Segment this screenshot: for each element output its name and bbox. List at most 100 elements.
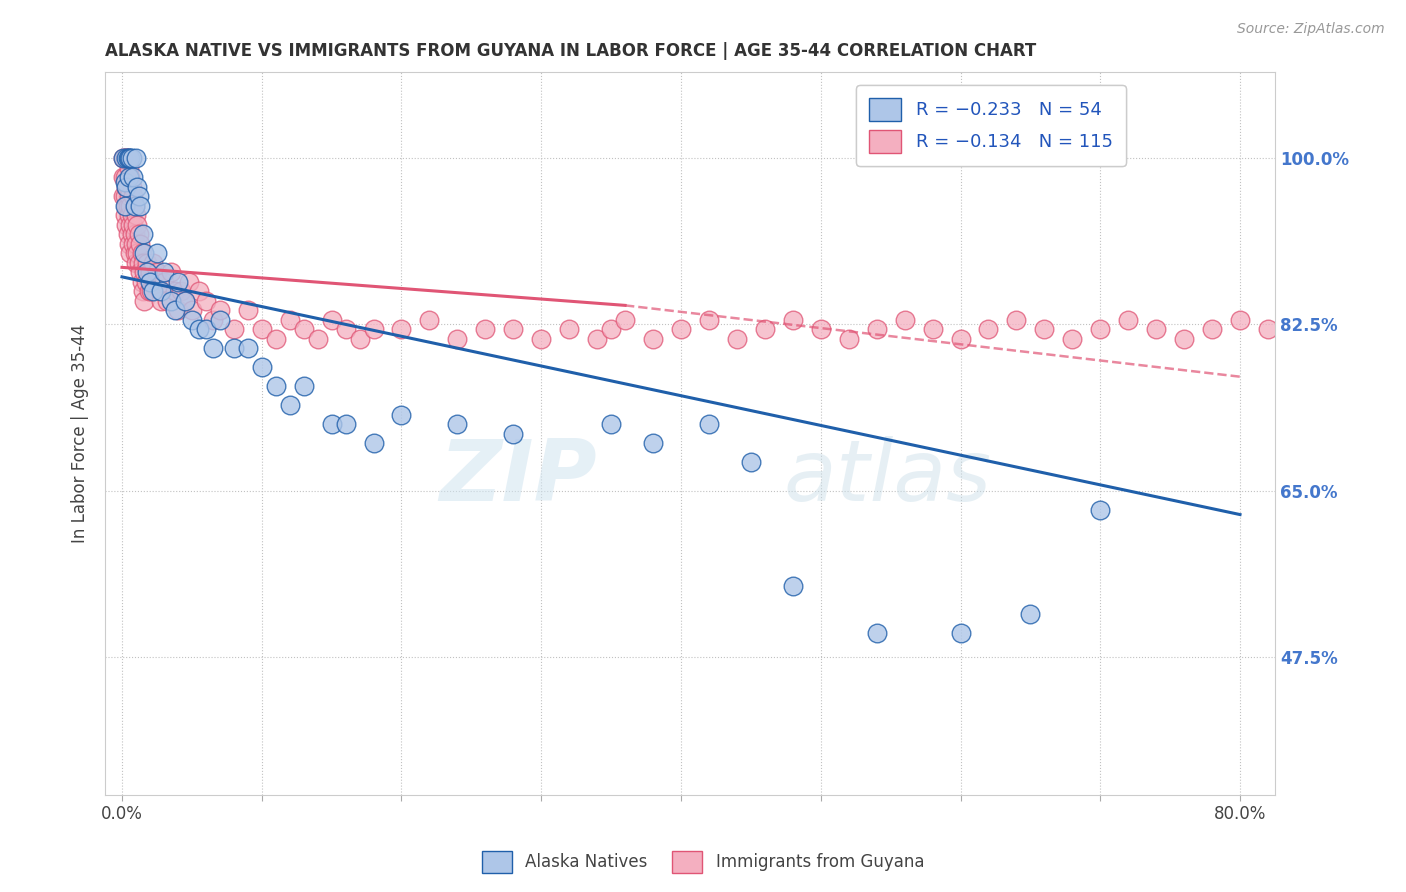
Point <box>165 284 187 298</box>
Point <box>180 312 202 326</box>
Point <box>121 208 143 222</box>
Point <box>1116 312 1139 326</box>
Text: ALASKA NATIVE VS IMMIGRANTS FROM GUYANA IN LABOR FORCE | AGE 35-44 CORRELATION C: ALASKA NATIVE VS IMMIGRANTS FROM GUYANA … <box>105 42 1036 60</box>
Point <box>124 198 146 212</box>
Point <box>1229 312 1251 326</box>
Point <box>600 417 623 432</box>
Point <box>138 284 160 298</box>
Point <box>121 227 143 241</box>
Point <box>194 322 217 336</box>
Point <box>124 227 146 241</box>
Point <box>136 255 159 269</box>
Point <box>201 312 224 326</box>
Point <box>201 341 224 355</box>
Point <box>139 275 162 289</box>
Point <box>236 341 259 355</box>
Point <box>128 189 150 203</box>
Point <box>141 284 163 298</box>
Point <box>145 275 167 289</box>
Point <box>949 332 972 346</box>
Point <box>125 151 148 165</box>
Point <box>120 151 142 165</box>
Point <box>129 236 152 251</box>
Point <box>146 265 169 279</box>
Point <box>129 265 152 279</box>
Point <box>866 626 889 640</box>
Point <box>1090 503 1112 517</box>
Point <box>114 198 136 212</box>
Point <box>1144 322 1167 336</box>
Point <box>1090 322 1112 336</box>
Point <box>127 179 149 194</box>
Point <box>725 332 748 346</box>
Text: atlas: atlas <box>783 435 991 518</box>
Point <box>153 275 176 289</box>
Point <box>180 303 202 318</box>
Point <box>335 417 357 432</box>
Point <box>173 293 195 308</box>
Point <box>1257 322 1279 336</box>
Point <box>363 322 385 336</box>
Point <box>112 151 135 165</box>
Point <box>292 322 315 336</box>
Point <box>139 265 162 279</box>
Point <box>146 246 169 260</box>
Point <box>321 417 343 432</box>
Point <box>150 284 173 298</box>
Point <box>222 322 245 336</box>
Point <box>921 322 943 336</box>
Point <box>600 322 623 336</box>
Point <box>349 332 371 346</box>
Point <box>474 322 496 336</box>
Point <box>118 236 141 251</box>
Point <box>160 293 183 308</box>
Point <box>115 218 138 232</box>
Point <box>614 312 637 326</box>
Point <box>278 312 301 326</box>
Point <box>118 161 141 175</box>
Point <box>502 426 524 441</box>
Point <box>363 436 385 450</box>
Point <box>131 246 153 260</box>
Point <box>250 360 273 375</box>
Point <box>122 169 145 184</box>
Point <box>136 265 159 279</box>
Point <box>1173 332 1195 346</box>
Point <box>117 151 139 165</box>
Point <box>114 169 136 184</box>
Point <box>167 275 190 289</box>
Point <box>167 303 190 318</box>
Text: ZIP: ZIP <box>439 435 596 518</box>
Point <box>131 275 153 289</box>
Point <box>446 332 468 346</box>
Point <box>641 436 664 450</box>
Legend: R = −0.233   N = 54, R = −0.134   N = 115: R = −0.233 N = 54, R = −0.134 N = 115 <box>856 85 1126 166</box>
Point <box>208 312 231 326</box>
Point <box>117 179 139 194</box>
Point <box>114 175 136 189</box>
Point <box>128 255 150 269</box>
Point <box>153 265 176 279</box>
Point <box>278 398 301 412</box>
Point <box>641 332 664 346</box>
Point <box>586 332 609 346</box>
Point <box>115 198 138 212</box>
Point <box>1019 607 1042 622</box>
Point <box>1062 332 1084 346</box>
Point <box>160 265 183 279</box>
Point <box>127 246 149 260</box>
Point <box>127 218 149 232</box>
Point <box>250 322 273 336</box>
Point <box>187 284 209 298</box>
Point <box>134 293 156 308</box>
Point <box>129 198 152 212</box>
Point <box>307 332 329 346</box>
Point <box>866 322 889 336</box>
Point <box>125 208 148 222</box>
Point <box>236 303 259 318</box>
Point <box>156 293 179 308</box>
Point <box>122 218 145 232</box>
Point <box>949 626 972 640</box>
Point <box>150 293 173 308</box>
Point <box>114 151 136 165</box>
